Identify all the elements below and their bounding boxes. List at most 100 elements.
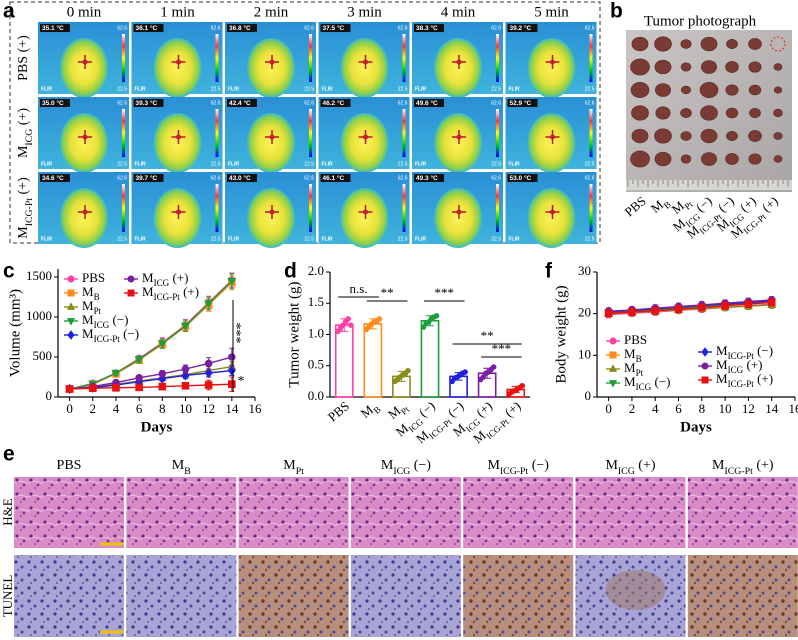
legend-label-suffix: (−) xyxy=(754,343,773,358)
panel-label: d xyxy=(284,260,297,283)
scale-max: 62.6 xyxy=(117,25,127,31)
scale-max: 62.6 xyxy=(117,175,127,181)
crosshair-dot xyxy=(82,59,88,65)
legend-label-base: PBS xyxy=(82,270,105,285)
marker xyxy=(66,318,76,326)
temperature: 49.6 °C xyxy=(416,99,438,107)
crosshair xyxy=(265,55,279,69)
tunel-image xyxy=(126,555,237,637)
marker xyxy=(134,356,144,365)
x-tick-label: 16 xyxy=(249,401,263,416)
brand: FLIR xyxy=(41,236,52,242)
scale-max: 62.6 xyxy=(585,25,595,31)
crosshair-dot xyxy=(176,59,181,65)
temp-box xyxy=(133,174,164,182)
tumor xyxy=(681,85,691,95)
y-axis-label: Tumor weight (g) xyxy=(286,281,302,387)
data-line xyxy=(608,299,772,312)
column-header-base: M xyxy=(487,458,500,473)
y-tick-label: 1.0 xyxy=(308,325,324,340)
column-header-suffix: (+) xyxy=(635,458,656,473)
column-header: 1 min xyxy=(160,4,195,20)
tunel-image xyxy=(350,555,461,637)
brand: FLIR xyxy=(322,236,333,242)
color-bar xyxy=(309,184,312,232)
marker xyxy=(721,301,729,310)
scale-min: 22.5 xyxy=(304,236,314,242)
column-header-sub: ICG xyxy=(393,466,410,477)
scale-max: 62.6 xyxy=(398,100,408,106)
color-bar xyxy=(122,184,125,232)
crosshair-dot xyxy=(82,209,88,215)
brand: FLIR xyxy=(322,86,333,92)
brand: FLIR xyxy=(415,161,426,167)
crosshair xyxy=(265,205,279,219)
marker xyxy=(158,370,167,378)
column-header: 3 min xyxy=(347,4,382,20)
temperature: 39.3 °C xyxy=(136,99,158,107)
crosshair xyxy=(452,55,466,69)
temperature: 42.4 °C xyxy=(229,99,251,107)
column-header: 4 min xyxy=(441,4,476,20)
crosshair xyxy=(545,130,560,144)
data-line xyxy=(608,300,772,314)
scale-min: 22.5 xyxy=(117,236,127,242)
tunel-image xyxy=(14,555,124,637)
crosshair-dot xyxy=(550,59,555,65)
tumor xyxy=(748,61,762,73)
legend-label: PBS xyxy=(82,270,105,285)
tumor xyxy=(654,128,672,144)
marker xyxy=(608,364,618,372)
marker xyxy=(67,289,75,297)
marker xyxy=(651,306,660,315)
bar xyxy=(420,319,440,398)
brand: FLIR xyxy=(228,161,239,167)
he-image xyxy=(687,477,798,548)
column-header-suffix: (+) xyxy=(753,458,774,473)
data-line xyxy=(69,383,232,390)
scale-max: 62.6 xyxy=(398,25,408,31)
column-header-sub: ICG xyxy=(618,466,635,477)
crosshair xyxy=(545,205,560,219)
column-header-sub: ICG-Pt xyxy=(725,466,754,477)
column-header-base: M xyxy=(712,458,725,473)
thermal-mouse xyxy=(247,188,295,248)
temperature: 36.8 °C xyxy=(229,24,251,32)
marker xyxy=(204,359,213,368)
color-bar xyxy=(122,109,125,157)
annotation: * xyxy=(238,374,245,389)
tumor xyxy=(631,105,649,121)
bar xyxy=(363,323,383,398)
tumor xyxy=(654,59,672,75)
marker xyxy=(744,300,753,308)
scale-max: 62.6 xyxy=(491,25,501,31)
legend-label: MB xyxy=(624,346,642,364)
group-label: PBS xyxy=(621,193,648,219)
tumor xyxy=(680,39,692,49)
panel-a-box xyxy=(9,1,601,244)
row-label: H&E xyxy=(0,498,15,526)
x-tick-label: 12 xyxy=(202,401,215,416)
x-tick-label: 4 xyxy=(113,401,120,416)
tumor xyxy=(631,36,649,52)
legend-label-base: M xyxy=(82,284,94,299)
marker xyxy=(67,275,75,283)
scale-min: 22.5 xyxy=(398,86,408,92)
temp-box xyxy=(507,24,538,32)
y-tick-label: 1500 xyxy=(26,268,52,283)
legend-label-base: PBS xyxy=(624,332,647,347)
column-header: 2 min xyxy=(254,4,289,20)
column-header: MB xyxy=(172,458,191,477)
column-header-suffix: (−) xyxy=(528,458,549,473)
legend-label-sub: Pt xyxy=(636,368,644,378)
temperature: 37.5 °C xyxy=(323,24,345,32)
color-bar xyxy=(402,184,406,232)
y-tick-label: 0.0 xyxy=(308,388,324,403)
row-label-base: PBS xyxy=(16,56,31,81)
scale-min: 22.5 xyxy=(117,161,127,167)
data-point xyxy=(376,316,383,322)
annotation: *** xyxy=(492,341,512,356)
marker xyxy=(674,305,683,313)
legend-label: MICG (+) xyxy=(716,357,762,375)
